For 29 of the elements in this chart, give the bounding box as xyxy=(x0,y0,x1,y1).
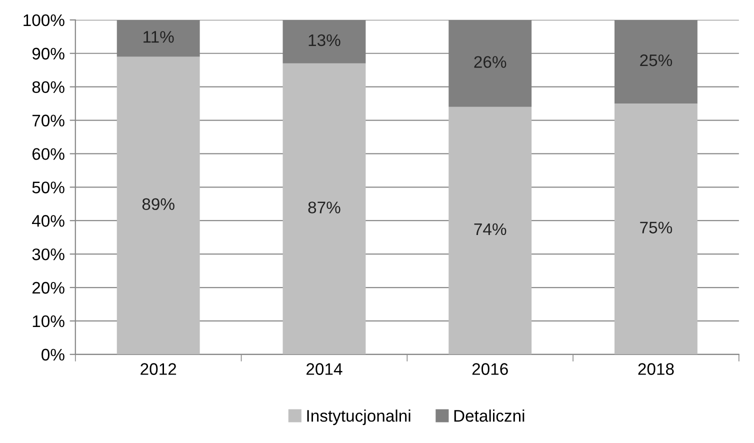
bar xyxy=(614,104,698,354)
y-tick-label: 20% xyxy=(32,282,64,294)
bar xyxy=(282,63,366,354)
y-tick-label: 40% xyxy=(32,215,64,227)
x-tick-label: 2014 xyxy=(306,363,342,375)
data-label: 89% xyxy=(142,198,174,210)
y-tick-label: 30% xyxy=(32,248,64,260)
data-label: 11% xyxy=(144,31,174,43)
y-tick-label: 0% xyxy=(42,348,64,361)
y-tick-label: 80% xyxy=(32,81,64,94)
bar xyxy=(116,56,200,354)
legend-label: Instytucjonalni xyxy=(307,410,410,426)
x-tick-label: 2016 xyxy=(472,363,508,375)
y-tick-label: 100% xyxy=(24,14,64,26)
data-label: 75% xyxy=(640,222,672,234)
legend-label: Detaliczni xyxy=(454,410,524,422)
data-label: 26% xyxy=(474,56,506,68)
y-tick-label: 10% xyxy=(32,315,64,328)
y-tick-label: 60% xyxy=(32,148,64,160)
bar xyxy=(448,106,532,354)
y-tick-label: 50% xyxy=(32,182,64,194)
x-tick-label: 2018 xyxy=(638,363,674,375)
y-tick-label: 70% xyxy=(32,114,64,126)
data-label: 74% xyxy=(474,223,506,236)
y-tick-label: 90% xyxy=(32,48,64,60)
x-tick-label: 2012 xyxy=(140,363,176,375)
data-label: 25% xyxy=(640,54,672,66)
data-label: 13% xyxy=(308,34,340,46)
data-label: 87% xyxy=(308,202,340,214)
